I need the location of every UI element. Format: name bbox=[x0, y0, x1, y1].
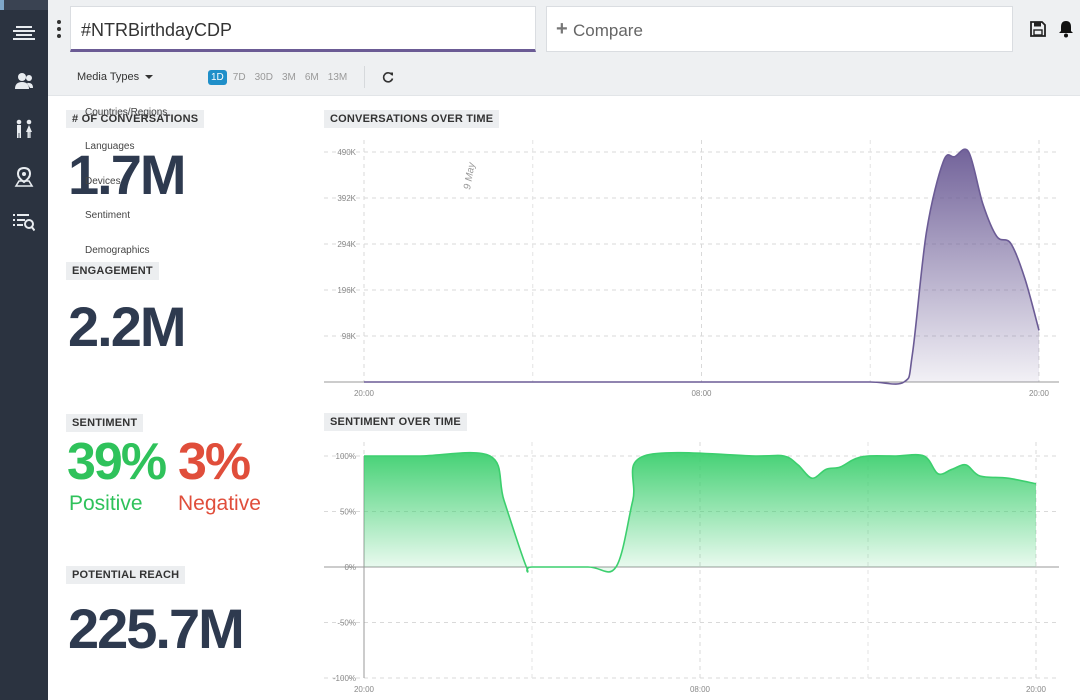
sentiment-chart: 100% 50% 0% -50% -100% 20:00 08:00 20:00 bbox=[324, 442, 1059, 694]
media-types-dropdown[interactable]: Media Types bbox=[77, 71, 154, 83]
range-3m[interactable]: 3M bbox=[281, 72, 296, 83]
divider bbox=[364, 66, 365, 88]
conversations-line bbox=[363, 148, 1040, 385]
media-types-label: Media Types bbox=[77, 71, 140, 83]
positive-label: Positive bbox=[69, 492, 143, 515]
engagement-value: 2.2M bbox=[68, 295, 186, 358]
menu-item-devices[interactable]: Devices bbox=[85, 176, 121, 187]
y-tick-label: -100% bbox=[333, 674, 356, 683]
y-tick-label: 0% bbox=[344, 563, 356, 572]
x-tick-label: 20:00 bbox=[354, 389, 375, 398]
compare-button[interactable]: + Compare bbox=[546, 6, 1013, 52]
save-icon[interactable] bbox=[1030, 21, 1046, 37]
conversations-chart: 98K 196K 294K 392K 490K 20:00 08:00 20:00 9 May bbox=[324, 140, 1059, 398]
range-7d[interactable]: 7D bbox=[232, 72, 246, 83]
y-tick-label: 50% bbox=[340, 508, 356, 517]
y-tick-label: -50% bbox=[337, 619, 356, 628]
range-1d[interactable]: 1D bbox=[208, 70, 227, 85]
menu-item-countries[interactable]: Countries/Regions bbox=[85, 107, 168, 118]
compare-label: Compare bbox=[573, 21, 643, 40]
range-13m[interactable]: 13M bbox=[327, 72, 348, 83]
menu-stack-icon[interactable] bbox=[12, 22, 36, 46]
kebab-menu-icon[interactable] bbox=[56, 20, 62, 40]
reach-value: 225.7M bbox=[68, 597, 245, 660]
range-selector: 1D 7D 30D 3M 6M 13M bbox=[208, 70, 353, 85]
conversations-label: # OF CONVERSATIONS bbox=[66, 110, 205, 128]
menu-item-languages[interactable]: Languages bbox=[85, 141, 135, 152]
x-tick-label: 20:00 bbox=[354, 685, 375, 694]
people-icon[interactable] bbox=[12, 117, 36, 141]
positive-value: 39% bbox=[67, 433, 167, 491]
conversations-value: 1.7M bbox=[68, 143, 186, 206]
engagement-label: ENGAGEMENT bbox=[66, 262, 159, 280]
date-annotation: 9 May bbox=[462, 161, 478, 191]
bell-icon[interactable] bbox=[1058, 20, 1074, 38]
y-tick-label: 196K bbox=[337, 286, 356, 295]
conversations-chart-title: CONVERSATIONS OVER TIME bbox=[324, 110, 500, 128]
x-tick-label: 08:00 bbox=[690, 685, 711, 694]
search-list-icon[interactable] bbox=[12, 210, 36, 234]
caret-down-icon bbox=[145, 75, 154, 80]
sentiment-label: SENTIMENT bbox=[66, 414, 144, 432]
sentiment-chart-title: SENTIMENT OVER TIME bbox=[324, 413, 467, 431]
range-30d[interactable]: 30D bbox=[254, 72, 273, 83]
search-input[interactable]: #NTRBirthdayCDP bbox=[70, 6, 536, 52]
x-tick-label: 20:00 bbox=[1026, 685, 1047, 694]
menu-item-sentiment[interactable]: Sentiment bbox=[85, 210, 131, 221]
dashboard-content: # OF CONVERSATIONS 1.7M Countries/Region… bbox=[48, 96, 1080, 700]
y-tick-label: 100% bbox=[336, 452, 356, 461]
conversations-area bbox=[364, 149, 1039, 385]
negative-value: 3% bbox=[178, 433, 251, 491]
negative-label: Negative bbox=[178, 492, 261, 515]
location-icon[interactable] bbox=[12, 165, 36, 189]
x-tick-label: 08:00 bbox=[691, 389, 712, 398]
range-6m[interactable]: 6M bbox=[304, 72, 319, 83]
sentiment-area bbox=[364, 452, 1036, 572]
search-value: #NTRBirthdayCDP bbox=[81, 20, 233, 40]
users-icon[interactable] bbox=[12, 69, 36, 93]
sidebar bbox=[0, 0, 48, 700]
reach-label: POTENTIAL REACH bbox=[66, 566, 186, 584]
y-tick-label: 490K bbox=[337, 148, 356, 157]
plus-icon: + bbox=[556, 18, 568, 40]
sidebar-top-accent bbox=[0, 0, 48, 10]
top-bar: #NTRBirthdayCDP + Compare Media Types 1D… bbox=[48, 0, 1080, 96]
y-tick-label: 392K bbox=[337, 194, 356, 203]
sentiment-line bbox=[364, 451, 1037, 573]
x-tick-label: 20:00 bbox=[1029, 389, 1050, 398]
refresh-icon[interactable] bbox=[382, 70, 394, 83]
y-tick-label: 294K bbox=[337, 240, 356, 249]
menu-item-demographics[interactable]: Demographics bbox=[85, 245, 150, 256]
y-tick-label: 98K bbox=[342, 332, 357, 341]
